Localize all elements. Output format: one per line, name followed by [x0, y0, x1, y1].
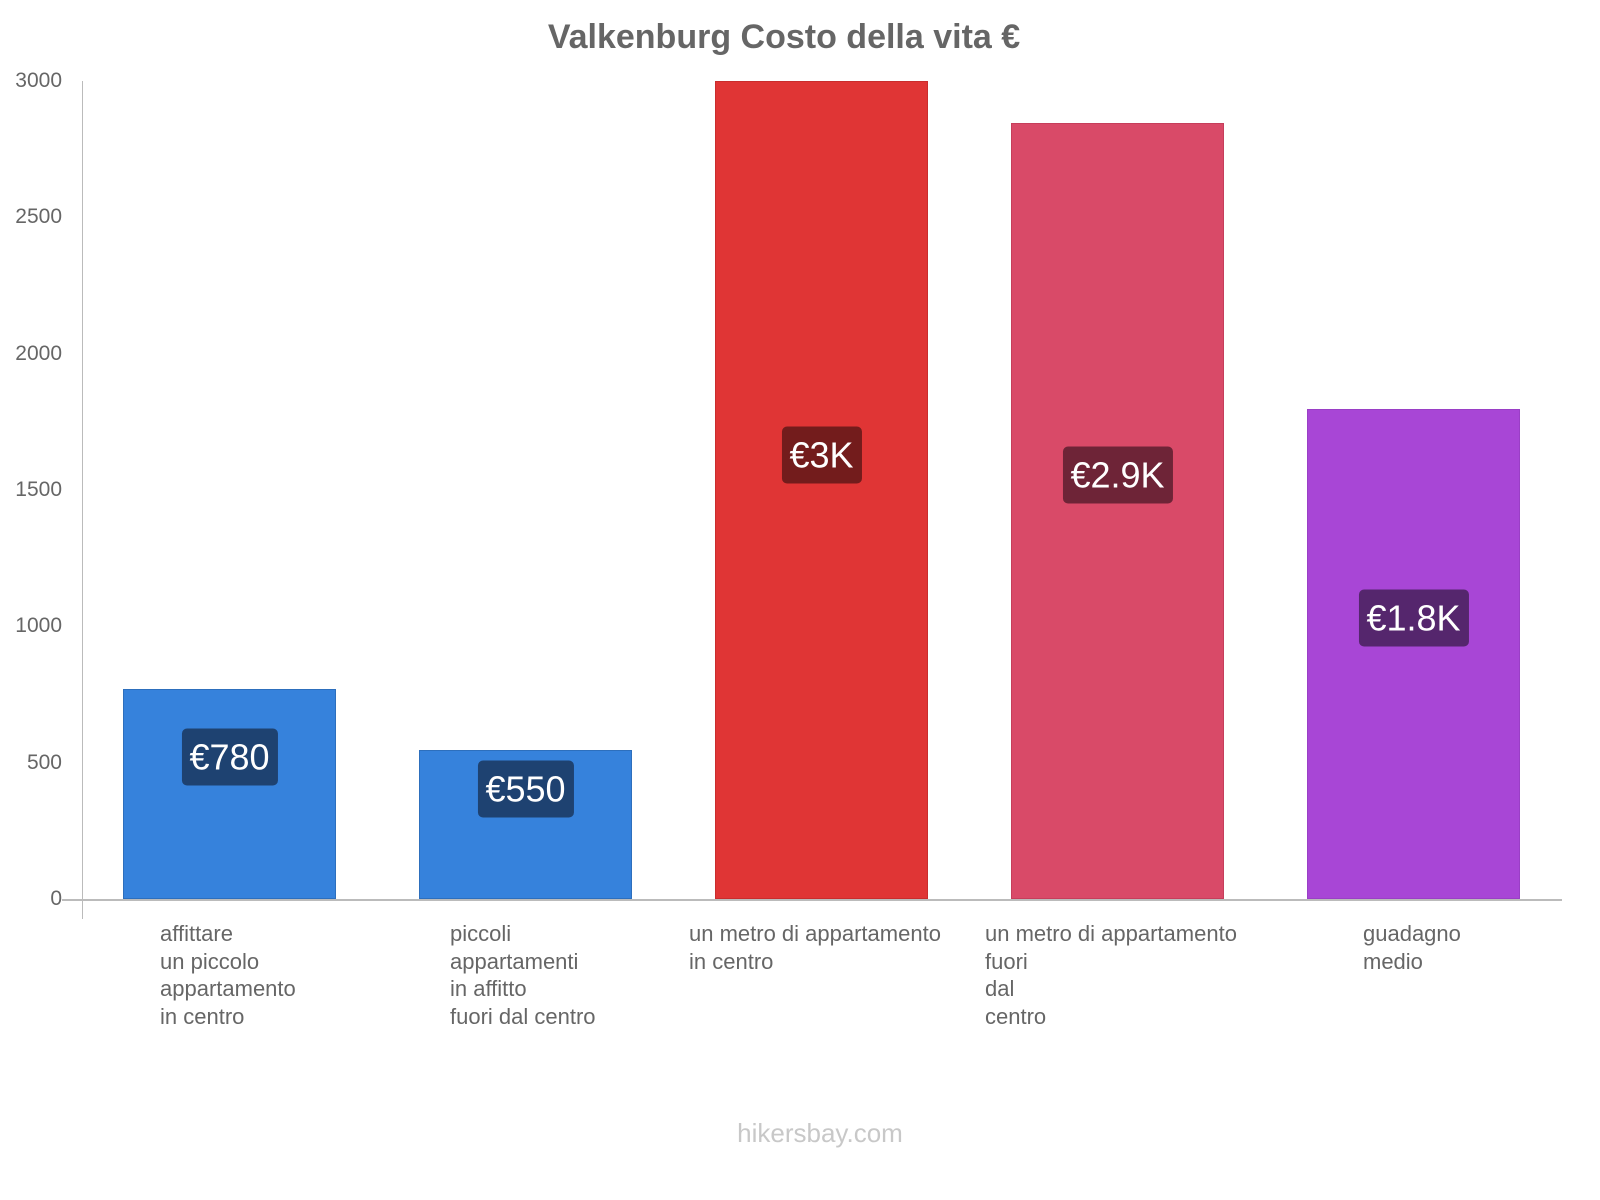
y-axis-line [82, 81, 83, 919]
y-tick-label: 500 [26, 751, 62, 774]
y-tick-label: 3000 [15, 69, 62, 92]
chart-title: Valkenburg Costo della vita € [547, 18, 1021, 56]
source-watermark: hikersbay.com [737, 1118, 903, 1148]
x-tick-label: un metro di appartamento fuori dal centr… [985, 921, 1237, 1029]
bar[interactable]: €780 [123, 689, 336, 899]
value-badge: €780 [181, 728, 278, 786]
value-badge: €1.8K [1358, 589, 1469, 647]
bar[interactable]: €550 [419, 750, 632, 899]
x-tick-label: affittare un piccolo appartamento in cen… [160, 921, 296, 1029]
bar[interactable]: €3K [715, 81, 928, 899]
value-badge: €550 [477, 760, 574, 818]
bar[interactable]: €2.9K [1011, 123, 1224, 899]
x-axis-line [62, 899, 1562, 901]
x-tick-label: un metro di appartamento in centro [689, 921, 941, 974]
y-tick-label: 2500 [15, 205, 62, 228]
x-tick-label: piccoli appartamenti in affitto fuori da… [450, 921, 596, 1029]
bar[interactable]: €1.8K [1307, 409, 1520, 899]
value-badge: €3K [781, 426, 862, 484]
y-tick-label: 0 [50, 887, 62, 910]
y-tick-label: 1500 [15, 478, 62, 501]
y-tick-label: 1000 [15, 614, 62, 637]
value-badge: €2.9K [1062, 446, 1173, 504]
x-tick-label: guadagno medio [1363, 921, 1461, 974]
y-tick-label: 2000 [15, 342, 62, 365]
